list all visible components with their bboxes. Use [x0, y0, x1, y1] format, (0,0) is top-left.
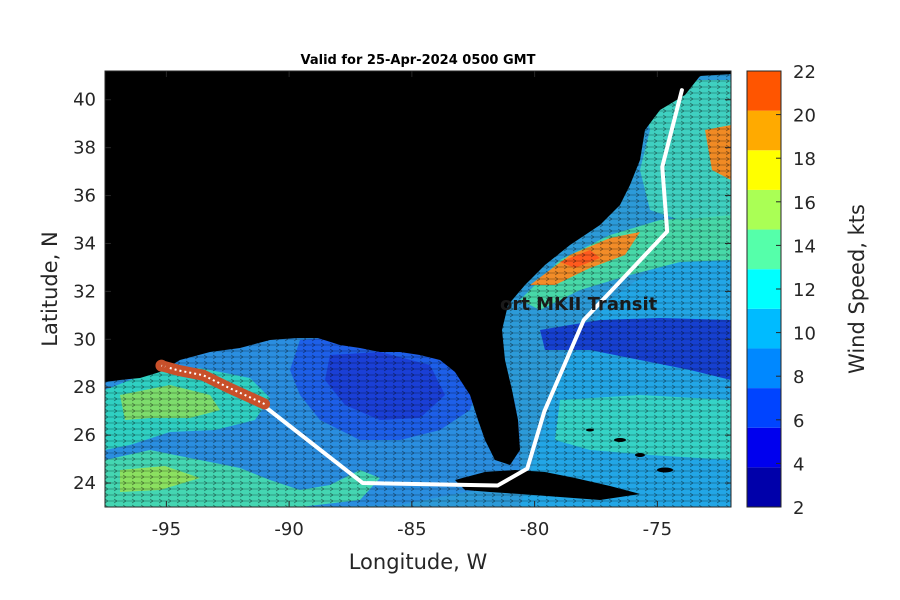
- cuba-landmass: [455, 470, 640, 500]
- colorbar-tick-label: 22: [793, 62, 816, 83]
- route-highlight-dots: [161, 364, 265, 405]
- island-bahamas-1: [614, 438, 626, 442]
- route-end-marker: [155, 359, 168, 372]
- y-tick-label: 40: [73, 90, 96, 111]
- colorbar-swatch: [747, 269, 781, 309]
- x-tick-label: -95: [152, 519, 181, 540]
- colorbar-label: Wind Speed, kts: [845, 204, 869, 374]
- colorbar-tick-label: 10: [793, 324, 816, 345]
- y-tick-label: 38: [73, 138, 96, 159]
- y-tick-label: 32: [73, 281, 96, 302]
- colorbar-tick-label: 4: [793, 454, 804, 475]
- y-tick-label: 28: [73, 377, 96, 398]
- map-area: ort MKII Transit: [105, 71, 731, 507]
- colorbar-tick-label: 12: [793, 280, 816, 301]
- y-tick-label: 24: [73, 473, 96, 494]
- colorbar-swatch: [747, 150, 781, 190]
- x-tick-label: -80: [520, 519, 549, 540]
- colorbar-swatch: [747, 388, 781, 428]
- y-tick-label: 30: [73, 329, 96, 350]
- y-axis-label: Latitude, N: [38, 231, 62, 347]
- y-tick-label: 26: [73, 425, 96, 446]
- colorbar-tick-label: 14: [793, 236, 816, 257]
- colorbar-tick-label: 16: [793, 193, 816, 214]
- colorbar-tick-label: 20: [793, 106, 816, 127]
- x-axis-label: Longitude, W: [349, 550, 488, 574]
- colorbar-tick-label: 6: [793, 411, 804, 432]
- colorbar-swatch: [747, 189, 781, 230]
- colorbar-swatch: [747, 308, 781, 349]
- colorbar-swatch: [747, 348, 781, 389]
- colorbar-swatch: [747, 467, 781, 507]
- x-axis-ticks: -95 -90 -85 -80 -75: [152, 71, 672, 540]
- colorbar-swatch: [747, 110, 781, 151]
- island-bahamas-3: [657, 467, 673, 473]
- colorbar-tick-label: 2: [793, 498, 804, 519]
- y-axis-ticks: 24 26 28 30 32 34 36 38 40: [73, 90, 731, 494]
- y-tick-label: 36: [73, 186, 96, 207]
- plot-frame: [104, 70, 732, 508]
- colorbar-tick-label: 18: [793, 149, 816, 170]
- map-title: Valid for 25-Apr-2024 0500 GMT: [301, 53, 536, 68]
- route-group: [155, 88, 684, 488]
- colorbar-swatch: [747, 71, 781, 111]
- y-tick-label: 34: [73, 233, 96, 254]
- island-bahamas-4: [586, 428, 594, 432]
- x-tick-label: -85: [397, 519, 426, 540]
- island-bahamas-2: [635, 453, 645, 457]
- route-label: ort MKII Transit: [500, 294, 658, 315]
- colorbar: 2 4 6 8 10 12 14 16 18 20 22: [746, 62, 816, 519]
- x-tick-label: -90: [274, 519, 303, 540]
- colorbar-tick-label: 8: [793, 367, 804, 388]
- colorbar-swatch: [747, 427, 781, 468]
- route-line: [262, 88, 684, 488]
- x-tick-label: -75: [643, 519, 672, 540]
- colorbar-swatch: [747, 229, 781, 270]
- land-mask: [105, 71, 731, 465]
